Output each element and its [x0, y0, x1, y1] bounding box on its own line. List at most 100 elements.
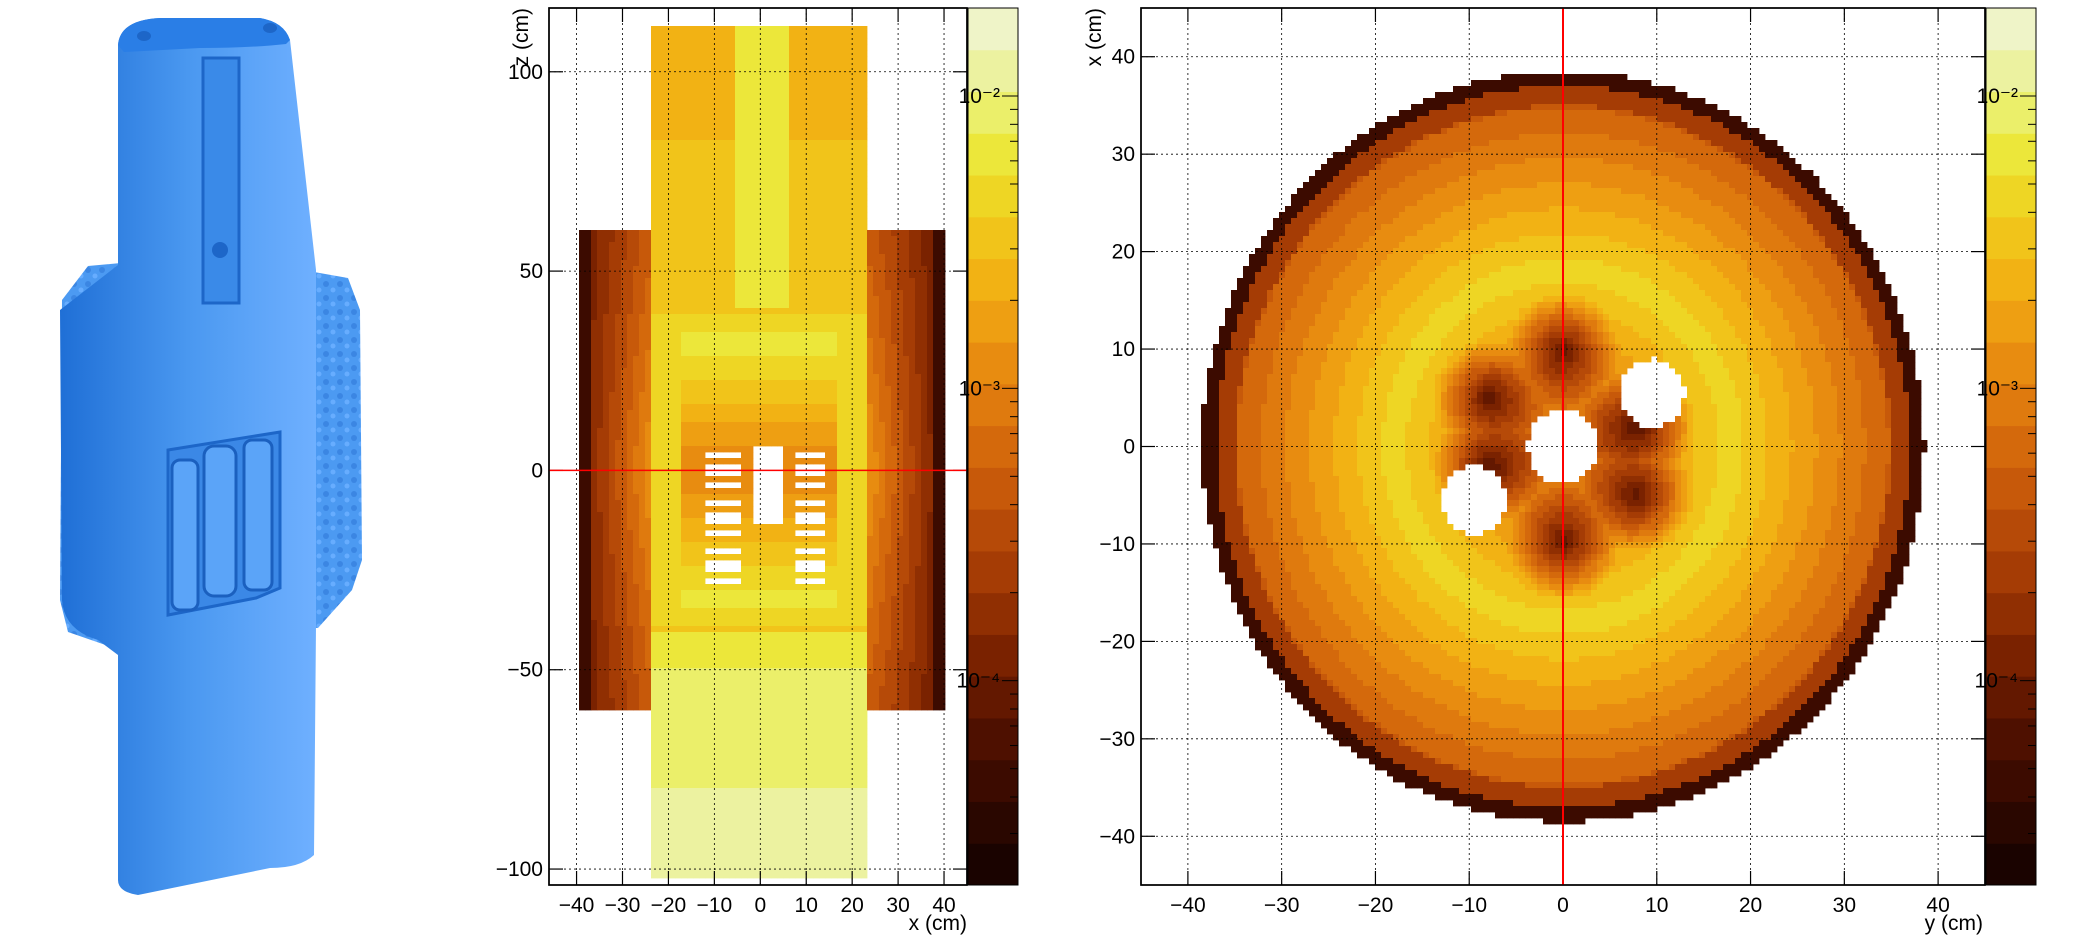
heat-cell: [777, 86, 784, 93]
heat-cell: [579, 644, 586, 651]
heat-cell: [609, 326, 616, 333]
heat-cell: [663, 644, 670, 651]
heat-cell: [765, 680, 772, 687]
heat-cell: [783, 440, 790, 447]
heat-cell: [609, 644, 616, 651]
heat-cell: [795, 872, 802, 879]
heat-cell: [615, 392, 622, 399]
heat-cell: [729, 248, 736, 255]
heat-cell: [633, 278, 640, 285]
heat-cell: [657, 518, 664, 525]
heat-cell: [627, 338, 634, 345]
heat-cell: [819, 656, 826, 663]
heat-cell: [579, 446, 586, 453]
heat-cell: [663, 410, 670, 417]
heat-cell: [687, 716, 694, 723]
heat-cell: [771, 608, 778, 615]
heat-cell: [735, 398, 742, 405]
heat-cell: [723, 680, 730, 687]
heat-cell: [663, 668, 670, 675]
heat-cell: [597, 248, 604, 255]
heat-cell: [747, 416, 754, 423]
heat-cell: [777, 758, 784, 765]
heat-cell: [741, 818, 748, 825]
heat-cell: [693, 722, 700, 729]
heat-cell: [759, 272, 766, 279]
heat-cell: [813, 554, 820, 561]
heat-cell: [693, 524, 700, 531]
heat-cell: [723, 434, 730, 441]
heat-cell: [675, 686, 682, 693]
heat-cell: [621, 374, 628, 381]
heat-cell: [717, 260, 724, 267]
heat-cell: [729, 590, 736, 597]
heat-cell: [741, 110, 748, 117]
heat-cell: [639, 476, 646, 483]
heat-cell: [681, 302, 688, 309]
heat-cell: [681, 248, 688, 255]
heat-cell: [777, 566, 784, 573]
heat-cell: [717, 680, 724, 687]
heat-cell: [711, 614, 718, 621]
heat-cell: [729, 296, 736, 303]
heat-cell: [633, 248, 640, 255]
heat-cell: [825, 428, 832, 435]
heat-cell: [621, 320, 628, 327]
heat-cell: [735, 278, 742, 285]
heat-cell: [753, 164, 760, 171]
heat-cell: [645, 602, 652, 609]
heat-cell: [591, 506, 598, 513]
heat-cell: [621, 410, 628, 417]
heat-cell: [741, 590, 748, 597]
heat-cell: [783, 626, 790, 633]
heat-cell: [819, 182, 826, 189]
heat-cell: [591, 560, 598, 567]
heat-cell: [693, 296, 700, 303]
heat-cell: [753, 770, 760, 777]
heat-cell: [705, 872, 712, 879]
heat-cell: [633, 548, 640, 555]
heat-cell: [801, 272, 808, 279]
heat-cell: [615, 692, 622, 699]
heat-cell: [789, 692, 796, 699]
heat-cell: [591, 668, 598, 675]
heat-cell: [807, 656, 814, 663]
heat-cell: [645, 470, 652, 477]
heat-cell: [819, 638, 826, 645]
heat-cell: [765, 320, 772, 327]
heat-cell: [621, 428, 628, 435]
heat-cell: [819, 68, 826, 75]
heat-cell: [657, 860, 664, 867]
heat-cell: [795, 80, 802, 87]
heat-cell: [807, 770, 814, 777]
heat-cell: [669, 644, 676, 651]
heat-cell: [777, 722, 784, 729]
heat-cell: [609, 248, 616, 255]
heat-cell: [651, 458, 658, 465]
heat-cell: [675, 218, 682, 225]
heat-cell: [657, 98, 664, 105]
heat-cell: [753, 776, 760, 783]
heat-cell: [813, 824, 820, 831]
heat-cell: [783, 134, 790, 141]
heat-cell: [735, 842, 742, 849]
heat-cell: [807, 686, 814, 693]
heat-cell: [711, 734, 718, 741]
heat-cell: [729, 140, 736, 147]
heat-cell: [735, 476, 742, 483]
heat-cell: [771, 590, 778, 597]
heat-cell: [639, 230, 646, 237]
heat-cell: [651, 626, 658, 633]
heat-cell: [675, 794, 682, 801]
heat-cell: [771, 398, 778, 405]
heat-cell: [657, 206, 664, 213]
heat-cell: [753, 386, 760, 393]
heat-cell: [723, 86, 730, 93]
heat-cell: [723, 668, 730, 675]
heat-cell: [807, 296, 814, 303]
heat-cell: [657, 608, 664, 615]
heat-cell: [741, 296, 748, 303]
heat-cell: [717, 188, 724, 195]
heat-cell: [759, 728, 766, 735]
heat-cell: [603, 554, 610, 561]
